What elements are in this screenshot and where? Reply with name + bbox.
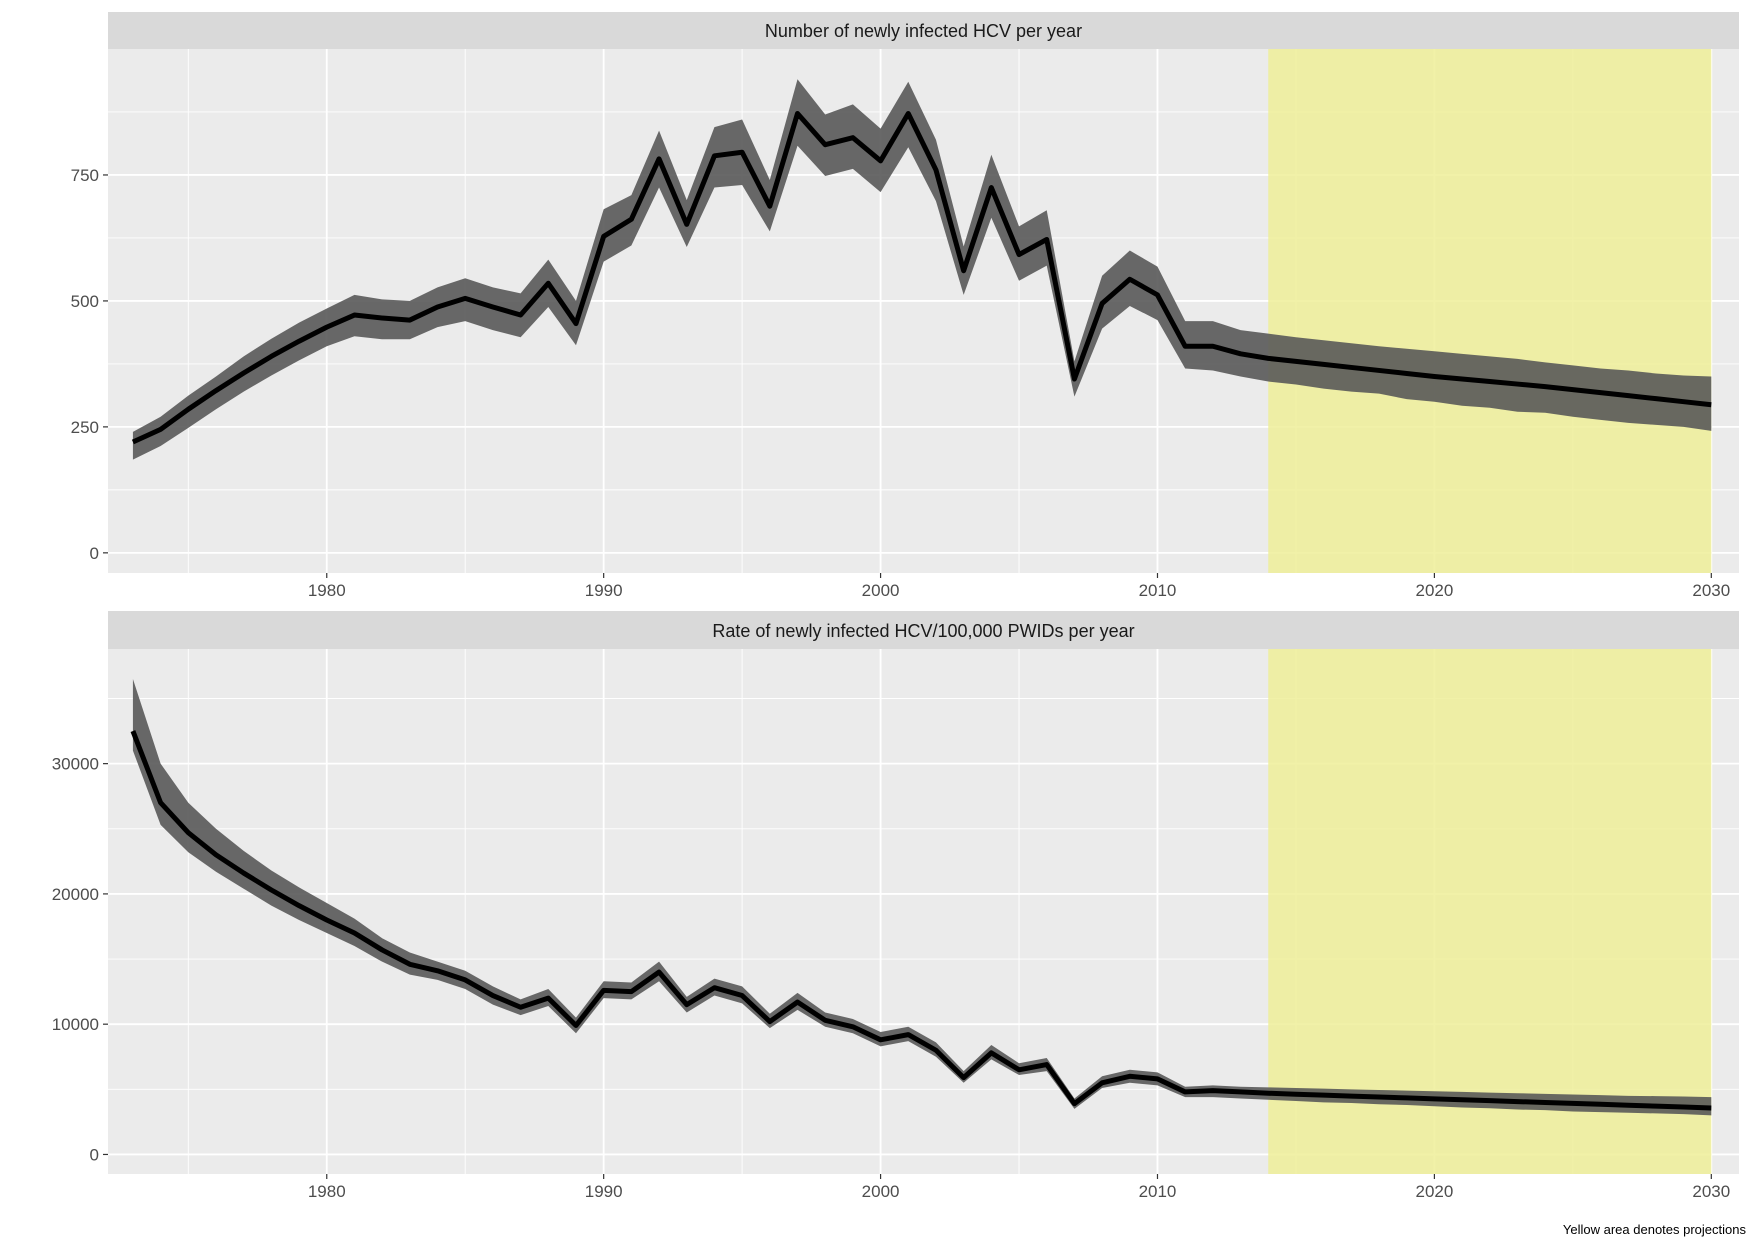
x-tick-label: 2030	[1692, 581, 1730, 600]
x-tick-label: 2010	[1139, 1182, 1177, 1201]
y-tick-label: 250	[71, 418, 99, 437]
y-tick-label: 30000	[52, 755, 99, 774]
x-tick-label: 2030	[1692, 1182, 1730, 1201]
x-tick-label: 1980	[308, 581, 346, 600]
y-tick-label: 500	[71, 292, 99, 311]
y-tick-label: 10000	[52, 1015, 99, 1034]
projection-area	[1268, 49, 1712, 573]
data-layer	[130, 678, 1712, 1116]
x-tick-label: 2020	[1415, 1182, 1453, 1201]
panel-infection-rate: Rate of newly infected HCV/100,000 PWIDs…	[52, 611, 1739, 1201]
y-tick-label: 0	[90, 544, 99, 563]
axis-labels: 1980 1990 2000 2010 2020 2030 0 10000 20000 30000	[52, 755, 1731, 1201]
panel-new-infections: Number of newly infected HCV per year 19…	[71, 12, 1739, 600]
x-tick-label: 1980	[308, 1182, 346, 1201]
y-tick-label: 750	[71, 166, 99, 185]
x-tick-label: 2000	[862, 581, 900, 600]
series-line	[131, 110, 1712, 445]
strip-background	[108, 611, 1739, 649]
strip-background	[108, 12, 1739, 49]
panel-title: Rate of newly infected HCV/100,000 PWIDs…	[712, 621, 1134, 641]
y-tick-label: 20000	[52, 885, 99, 904]
data-layer	[131, 79, 1712, 460]
x-tick-label: 1990	[585, 1182, 623, 1201]
y-tick-label: 0	[90, 1145, 99, 1164]
projection-area	[1268, 649, 1712, 1174]
x-tick-label: 2000	[862, 1182, 900, 1201]
axis-labels: 1980 1990 2000 2010 2020 2030 0 250 500 750	[71, 166, 1731, 600]
x-tick-label: 2020	[1415, 581, 1453, 600]
x-tick-label: 1990	[585, 581, 623, 600]
panel-title: Number of newly infected HCV per year	[765, 21, 1082, 41]
caption: Yellow area denotes projections	[1563, 1222, 1747, 1237]
series-line	[130, 730, 1712, 1111]
x-tick-label: 2010	[1139, 581, 1177, 600]
